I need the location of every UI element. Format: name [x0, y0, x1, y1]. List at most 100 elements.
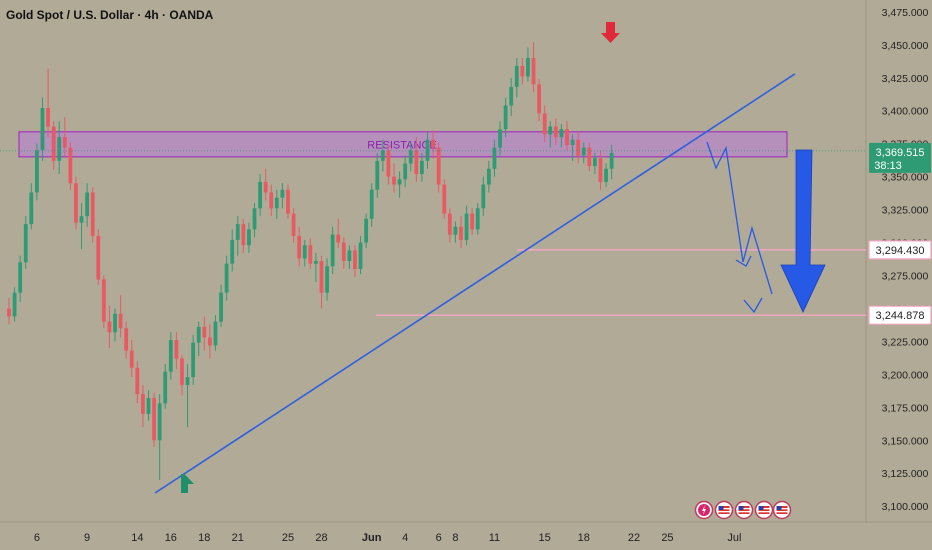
candle [459, 216, 463, 248]
candle [498, 121, 502, 156]
candle-body [68, 147, 73, 184]
candle-body [23, 224, 28, 263]
candle [553, 118, 558, 145]
candle [12, 287, 17, 322]
candle-body [453, 226, 458, 235]
candle-body [269, 192, 274, 209]
candle [74, 176, 78, 230]
current-price-badge[interactable] [869, 142, 931, 173]
support-price-badge [868, 305, 932, 325]
candle-body [141, 394, 145, 414]
us-flag-event-icon[interactable] [772, 500, 792, 520]
candle [431, 130, 435, 159]
candle [286, 184, 290, 219]
candle [486, 160, 491, 193]
candle-body [185, 377, 190, 385]
candle [514, 58, 519, 98]
candle-body [7, 308, 11, 317]
candle [397, 171, 402, 198]
ascending-trendline[interactable] [154, 73, 796, 494]
candle [252, 203, 257, 238]
x-tick-label: 4 [402, 532, 408, 544]
candle-body [319, 261, 324, 293]
candle-body [386, 150, 391, 177]
candle [319, 255, 324, 309]
candle [202, 316, 207, 351]
candle [46, 68, 50, 138]
resistance-zone[interactable] [18, 131, 788, 158]
candle-body [397, 179, 402, 185]
candle [548, 121, 553, 148]
candle-body [247, 229, 251, 246]
candle-body [498, 129, 502, 148]
candle [475, 203, 480, 235]
candle [358, 235, 363, 275]
candle-body [503, 105, 508, 130]
projected-path [706, 141, 773, 295]
candle [408, 142, 413, 172]
candle-body [241, 224, 246, 246]
candle [258, 174, 262, 217]
us-flag-event-icon[interactable] [754, 500, 774, 520]
candle [213, 315, 218, 351]
candle [464, 205, 469, 246]
candle [207, 324, 212, 359]
support-price-label: 3,244.878 [876, 310, 925, 322]
candle [531, 42, 536, 93]
candle [141, 384, 145, 428]
us-flag-event-icon[interactable] [734, 500, 754, 520]
green-up-arrow-icon [181, 474, 194, 493]
annotation-lines-layer [0, 73, 866, 494]
candle [18, 255, 23, 302]
candle [503, 97, 508, 138]
candle-body [403, 163, 408, 180]
candle-body [587, 147, 592, 167]
candle [325, 258, 329, 301]
resistance-label: RESISTANCE [367, 139, 436, 151]
candle [559, 123, 564, 148]
candle-body [336, 234, 341, 243]
candle-body [235, 224, 240, 240]
candle-body [135, 367, 140, 395]
x-tick-label: 9 [84, 532, 90, 544]
candle-body [330, 234, 335, 267]
candle-body [509, 87, 514, 106]
candle-body [353, 250, 357, 269]
candle [118, 295, 123, 338]
candle [526, 47, 530, 82]
candle-body [375, 160, 380, 190]
candle [241, 218, 246, 254]
candle [442, 179, 447, 219]
candle-body [252, 208, 257, 230]
candle [353, 245, 357, 277]
candle-body [12, 292, 17, 317]
projected-path-arrowheads [735, 255, 763, 314]
candle [96, 229, 101, 285]
candle-body [124, 328, 129, 351]
candle [314, 253, 318, 283]
arrows-layer [181, 22, 826, 493]
x-tick-label: 22 [628, 532, 640, 544]
y-tick-label: 3,350.000 [882, 172, 929, 184]
candle [23, 216, 28, 269]
candle-body [258, 181, 262, 209]
candle-body [358, 242, 363, 269]
candle [364, 213, 369, 248]
x-tick-label: 25 [282, 532, 294, 544]
candle-body [481, 184, 486, 209]
big-down-arrow-icon [780, 149, 826, 313]
candle [581, 142, 586, 164]
lightning-event-icon[interactable] [694, 500, 714, 520]
candle [392, 163, 396, 193]
candle-body [286, 189, 290, 214]
candle [163, 363, 168, 409]
candle [420, 152, 424, 182]
candle-body [447, 213, 452, 235]
candle-body [459, 226, 463, 240]
candle-body [442, 184, 447, 214]
support-price-badge [868, 240, 932, 260]
candle-body [79, 216, 84, 223]
x-tick-label: 8 [452, 532, 458, 544]
us-flag-event-icon[interactable] [714, 500, 734, 520]
